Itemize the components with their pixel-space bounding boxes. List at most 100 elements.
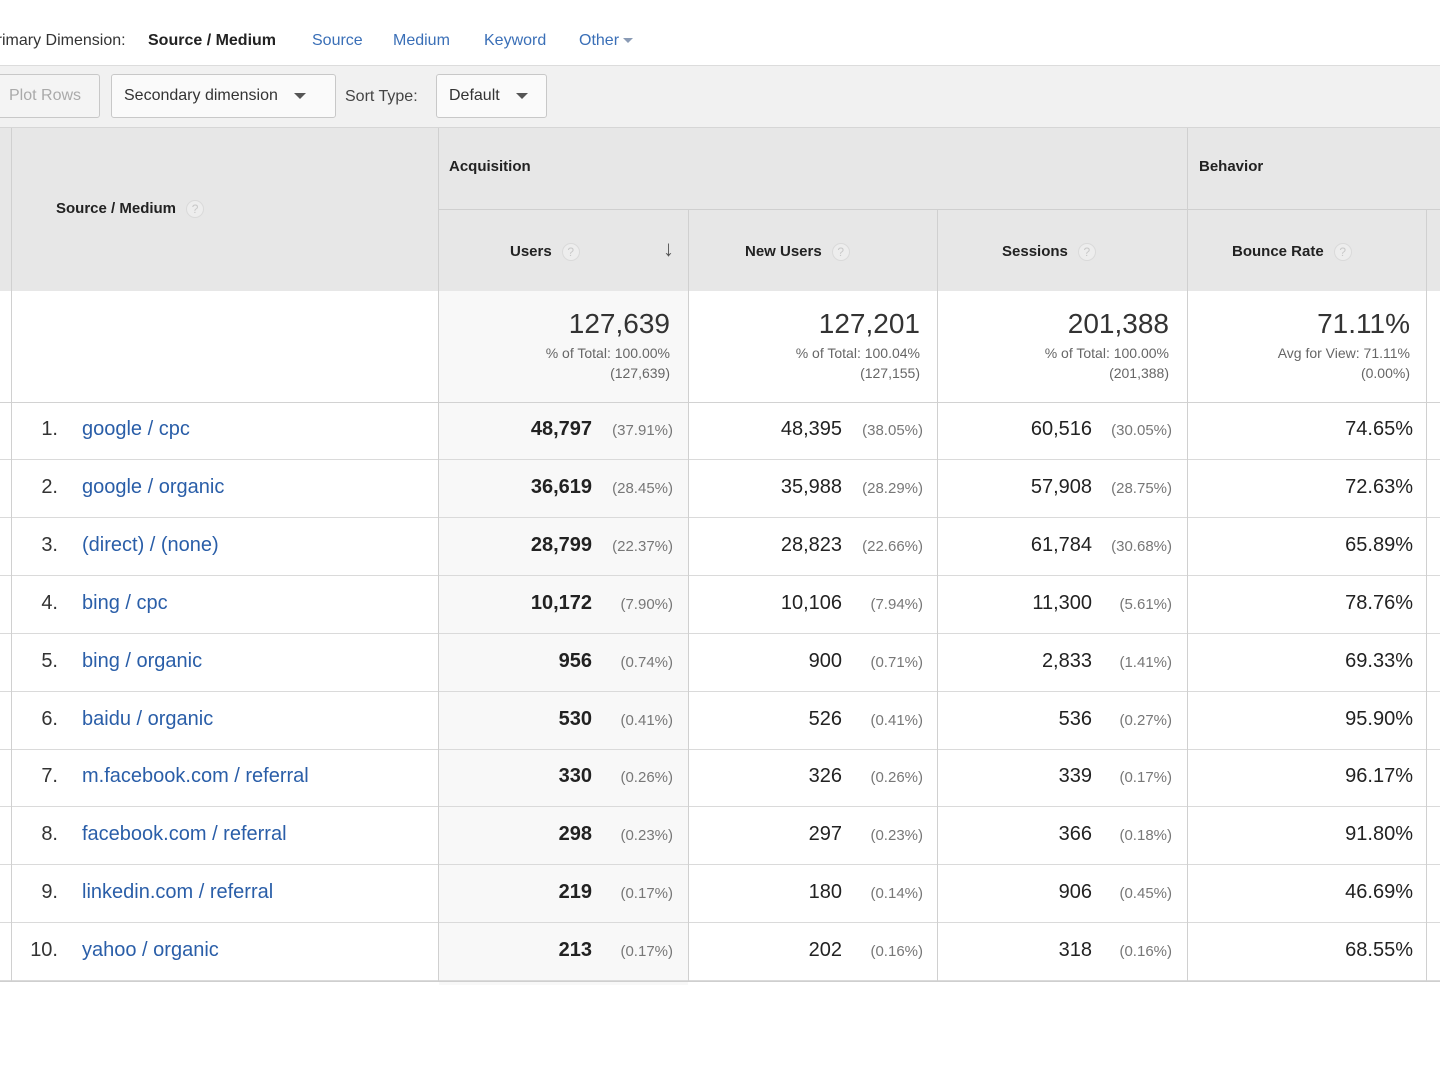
sessions-pct: (5.61%) bbox=[1119, 595, 1172, 613]
source-medium-link[interactable]: bing / organic bbox=[82, 649, 203, 672]
bounce-rate-value: 72.63% bbox=[1345, 475, 1413, 498]
table-row: 5. bing / organic 956 (0.74%) 900 (0.71%) 2,83… bbox=[0, 634, 1440, 692]
source-medium-link[interactable]: m.facebook.com / referral bbox=[82, 765, 309, 788]
row-index: 7. bbox=[41, 765, 58, 788]
new-users-value: 900 bbox=[808, 649, 842, 672]
help-icon[interactable]: ? bbox=[561, 243, 580, 262]
users-value: 956 bbox=[558, 649, 592, 672]
table-row: 6. baidu / organic 530 (0.41%) 526 (0.41%) 536… bbox=[0, 692, 1440, 750]
row-index: 2. bbox=[41, 475, 58, 498]
table-row: 7. m.facebook.com / referral 330 (0.26%) 326… bbox=[0, 749, 1440, 808]
sessions-value: 61,784 bbox=[1030, 533, 1092, 556]
new-users-pct: (7.94%) bbox=[870, 595, 923, 613]
total-new-users-pct: % of Total: 100.04% bbox=[795, 345, 920, 361]
sessions-pct: (28.75%) bbox=[1111, 479, 1172, 497]
new-users-pct: (28.29%) bbox=[862, 479, 923, 497]
source-medium-link[interactable]: bing / cpc bbox=[82, 591, 168, 614]
primary-dimension-bar: Primary Dimension: Source / Medium Sourc… bbox=[0, 0, 1440, 66]
source-medium-link[interactable]: yahoo / organic bbox=[82, 939, 219, 962]
total-bounce-rate-avg: Avg for View: 71.11% bbox=[1277, 345, 1410, 361]
users-pct: (7.90%) bbox=[620, 595, 673, 613]
sessions-pct: (1.41%) bbox=[1119, 653, 1172, 671]
new-users-pct: (0.26%) bbox=[870, 769, 923, 787]
new-users-pct: (38.05%) bbox=[862, 422, 923, 439]
users-value: 298 bbox=[558, 823, 592, 846]
sessions-value: 536 bbox=[1058, 707, 1092, 730]
bounce-rate-value: 91.80% bbox=[1345, 823, 1413, 846]
sessions-value: 906 bbox=[1058, 881, 1092, 904]
sessions-value: 11,300 bbox=[1032, 591, 1092, 614]
source-medium-link[interactable]: google / organic bbox=[82, 475, 225, 498]
new-users-pct: (0.14%) bbox=[870, 885, 923, 903]
new-users-header-label: New Users bbox=[745, 243, 822, 260]
row-index: 3. bbox=[41, 533, 58, 556]
total-users-base: (127,639) bbox=[610, 365, 670, 381]
new-users-value: 35,988 bbox=[780, 475, 842, 498]
secondary-dimension-dropdown[interactable]: Secondary dimension bbox=[111, 74, 336, 118]
source-medium-link[interactable]: facebook.com / referral bbox=[82, 823, 287, 846]
help-icon[interactable]: ? bbox=[1077, 243, 1096, 262]
sort-type-value: Default bbox=[449, 87, 500, 104]
sort-type-dropdown[interactable]: Default bbox=[436, 74, 547, 118]
primary-dimension-current: Source / Medium bbox=[148, 32, 277, 49]
users-column-header[interactable]: Users? bbox=[510, 243, 580, 262]
table-row: 1. google / cpc 48,797 (37.91%) 48,395 (38.05… bbox=[0, 402, 1440, 460]
sessions-column-header[interactable]: Sessions? bbox=[1002, 243, 1096, 262]
source-medium-link[interactable]: google / cpc bbox=[82, 418, 190, 440]
row-divider bbox=[0, 806, 1440, 808]
sessions-pct: (0.18%) bbox=[1119, 827, 1172, 845]
source-medium-link[interactable]: linkedin.com / referral bbox=[82, 881, 274, 904]
help-icon[interactable]: ? bbox=[831, 243, 850, 262]
primary-dimension-link-medium[interactable]: Medium bbox=[393, 32, 450, 49]
users-pct: (0.41%) bbox=[620, 711, 673, 729]
table-row: 4. bing / cpc 10,172 (7.90%) 10,106 (7.94%) 11… bbox=[0, 576, 1440, 634]
new-users-value: 48,395 bbox=[780, 418, 842, 440]
help-icon[interactable]: ? bbox=[186, 200, 205, 219]
primary-dimension-link-other[interactable]: Other bbox=[579, 32, 634, 50]
users-pct: (0.23%) bbox=[620, 827, 673, 845]
bounce-rate-value: 65.89% bbox=[1345, 533, 1413, 556]
new-users-value: 297 bbox=[808, 823, 842, 846]
new-users-column-header[interactable]: New Users? bbox=[745, 243, 850, 262]
chevron-down-icon bbox=[623, 38, 634, 44]
row-index: 10. bbox=[30, 939, 58, 962]
table-row: 8. facebook.com / referral 298 (0.23%) 297 (0… bbox=[0, 807, 1440, 866]
users-pct: (0.26%) bbox=[620, 769, 673, 787]
source-medium-link[interactable]: (direct) / (none) bbox=[82, 533, 219, 556]
primary-dimension-link-keyword[interactable]: Keyword bbox=[484, 32, 547, 49]
total-sessions: 201,388 bbox=[1067, 308, 1169, 339]
new-users-value: 526 bbox=[808, 707, 842, 730]
table-toolbar: Plot Rows Secondary dimension Sort Type:… bbox=[0, 66, 1440, 128]
chevron-down-icon bbox=[293, 92, 306, 99]
bounce-rate-header-label: Bounce Rate bbox=[1232, 243, 1324, 260]
sort-descending-icon[interactable]: ↓ bbox=[663, 236, 674, 261]
row-index: 4. bbox=[41, 591, 58, 614]
users-pct: (28.45%) bbox=[612, 479, 673, 497]
bounce-rate-value: 69.33% bbox=[1345, 649, 1413, 672]
primary-dimension-link-source[interactable]: Source bbox=[312, 32, 363, 49]
source-medium-link[interactable]: baidu / organic bbox=[82, 707, 214, 730]
total-users-pct: % of Total: 100.00% bbox=[545, 345, 670, 361]
chevron-down-icon bbox=[515, 92, 528, 99]
total-new-users-base: (127,155) bbox=[860, 365, 920, 381]
sessions-pct: (0.45%) bbox=[1119, 885, 1172, 903]
total-new-users: 127,201 bbox=[818, 308, 920, 339]
bounce-rate-value: 46.69% bbox=[1345, 881, 1413, 904]
plot-rows-button[interactable]: Plot Rows bbox=[0, 74, 100, 118]
total-bounce-rate: 71.11% bbox=[1317, 308, 1410, 339]
users-value: 48,797 bbox=[530, 418, 592, 440]
table-row: 3. (direct) / (none) 28,799 (22.37%) 28,823 (… bbox=[0, 518, 1440, 576]
dimension-header-label: Source / Medium bbox=[56, 200, 177, 217]
help-icon[interactable]: ? bbox=[1333, 243, 1352, 262]
dimension-header[interactable]: Source / Medium? bbox=[56, 200, 205, 219]
users-value: 28,799 bbox=[530, 533, 592, 556]
new-users-value: 10,106 bbox=[780, 591, 842, 614]
table-row: 2. google / organic 36,619 (28.45%) 35,988 (2… bbox=[0, 460, 1440, 518]
users-pct: (37.91%) bbox=[612, 422, 673, 439]
row-index: 8. bbox=[41, 823, 58, 846]
new-users-pct: (0.16%) bbox=[870, 943, 923, 961]
bounce-rate-column-header[interactable]: Bounce Rate? bbox=[1232, 243, 1352, 262]
secondary-dimension-label: Secondary dimension bbox=[124, 87, 278, 104]
total-sessions-base: (201,388) bbox=[1109, 365, 1169, 381]
users-pct: (0.74%) bbox=[620, 653, 673, 671]
